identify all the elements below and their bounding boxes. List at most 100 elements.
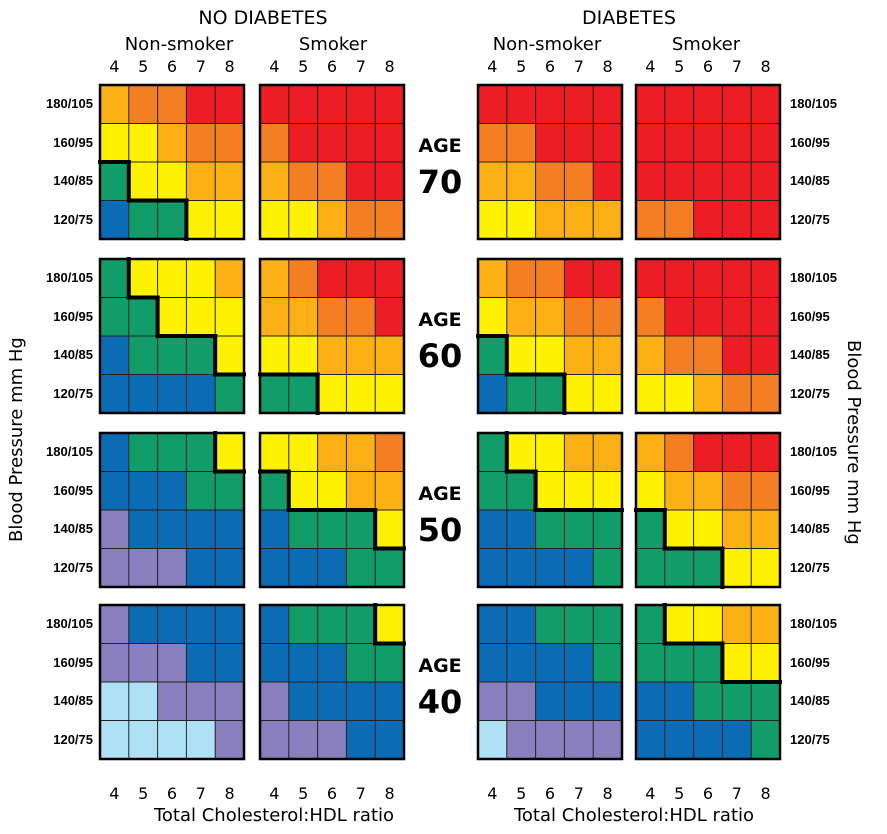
risk-cell	[375, 682, 404, 721]
risk-cell	[157, 510, 187, 549]
risk-cell	[260, 682, 289, 721]
risk-cell	[157, 259, 187, 298]
risk-cell	[100, 162, 129, 201]
risk-cell	[636, 471, 665, 510]
risk-cell	[722, 433, 752, 472]
risk-cell	[593, 433, 622, 472]
risk-cell	[564, 123, 594, 162]
risk-cell	[100, 548, 129, 587]
risk-cell	[260, 720, 289, 759]
risk-cell	[593, 374, 622, 413]
risk-cell	[478, 336, 507, 375]
risk-cell	[535, 374, 565, 413]
risk-cell	[751, 162, 780, 201]
risk-cell	[506, 374, 536, 413]
risk-cell	[157, 336, 187, 375]
risk-cell	[722, 297, 752, 336]
risk-cell	[346, 643, 376, 682]
risk-cell	[375, 643, 404, 682]
risk-cell	[564, 510, 594, 549]
bp-label-right: 140/85	[790, 521, 830, 537]
risk-cell	[478, 297, 507, 336]
x-top-tick-label: 6	[166, 57, 178, 76]
risk-cell	[693, 605, 723, 644]
risk-cell	[317, 471, 347, 510]
panel-border	[634, 83, 782, 241]
risk-cell	[722, 374, 752, 413]
x-top-tick-label: 5	[138, 57, 149, 76]
risk-cell	[664, 433, 694, 472]
risk-cell	[100, 297, 129, 336]
risk-cell	[693, 643, 723, 682]
risk-cell	[157, 374, 187, 413]
risk-cell	[157, 162, 187, 201]
risk-cell	[186, 336, 216, 375]
risk-cell	[215, 85, 244, 124]
risk-cell	[722, 259, 752, 298]
risk-cell	[535, 259, 565, 298]
risk-cell	[751, 471, 780, 510]
panel-border	[98, 83, 246, 241]
risk-panel	[258, 431, 406, 589]
x-top-tick-label: 6	[702, 57, 714, 76]
risk-cell	[722, 336, 752, 375]
risk-cell	[375, 200, 404, 239]
risk-cell	[535, 548, 565, 587]
risk-cell	[346, 510, 376, 549]
age-value: 40	[417, 683, 463, 721]
bp-label-right: 180/105	[790, 444, 837, 460]
panel-border	[634, 257, 782, 415]
risk-cell	[186, 643, 216, 682]
risk-cell	[288, 200, 318, 239]
x-bottom-tick-label: 7	[355, 784, 366, 803]
age-word: AGE	[418, 483, 462, 505]
x-bottom-tick-label: 7	[573, 784, 584, 803]
risk-cell	[722, 85, 752, 124]
risk-cell	[288, 510, 318, 549]
x-top-tick-label: 4	[109, 57, 120, 76]
risk-cell	[215, 471, 244, 510]
x-bottom-tick-label: 7	[195, 784, 206, 803]
risk-cell	[186, 433, 216, 472]
risk-cell	[346, 297, 376, 336]
risk-panel	[258, 257, 406, 415]
risk-panel	[476, 431, 624, 589]
risk-cell	[593, 510, 622, 549]
x-top-tick-label: 4	[269, 57, 280, 76]
risk-cell	[128, 374, 158, 413]
risk-cell	[722, 682, 752, 721]
bp-label-left: 120/75	[53, 385, 93, 401]
risk-cell	[693, 433, 723, 472]
risk-cell	[636, 643, 665, 682]
bp-label-right: 140/85	[790, 693, 830, 709]
risk-cell	[128, 643, 158, 682]
risk-cell	[317, 297, 347, 336]
x-top-tick-label: 5	[674, 57, 685, 76]
risk-cell	[535, 200, 565, 239]
bp-label-left: 140/85	[53, 347, 93, 363]
risk-cell	[506, 605, 536, 644]
risk-cell	[260, 605, 289, 644]
risk-cell	[215, 162, 244, 201]
risk-cell	[751, 720, 780, 759]
risk-cell	[186, 682, 216, 721]
risk-cell	[186, 374, 216, 413]
panel-border	[634, 431, 782, 589]
risk-cell	[128, 548, 158, 587]
x-bottom-tick-label: 6	[166, 784, 178, 803]
risk-cell	[288, 162, 318, 201]
bp-label-right: 160/95	[790, 482, 830, 498]
panel-border	[476, 83, 624, 241]
risk-cell	[215, 433, 244, 472]
risk-panel	[98, 431, 246, 589]
risk-cell	[186, 123, 216, 162]
risk-cell	[157, 548, 187, 587]
risk-cell	[564, 682, 594, 721]
risk-cell	[693, 259, 723, 298]
risk-cell	[100, 259, 129, 298]
x-bottom-tick-label: 5	[516, 784, 527, 803]
risk-cell	[535, 605, 565, 644]
risk-cell	[564, 259, 594, 298]
risk-cell	[506, 297, 536, 336]
risk-cell	[157, 297, 187, 336]
